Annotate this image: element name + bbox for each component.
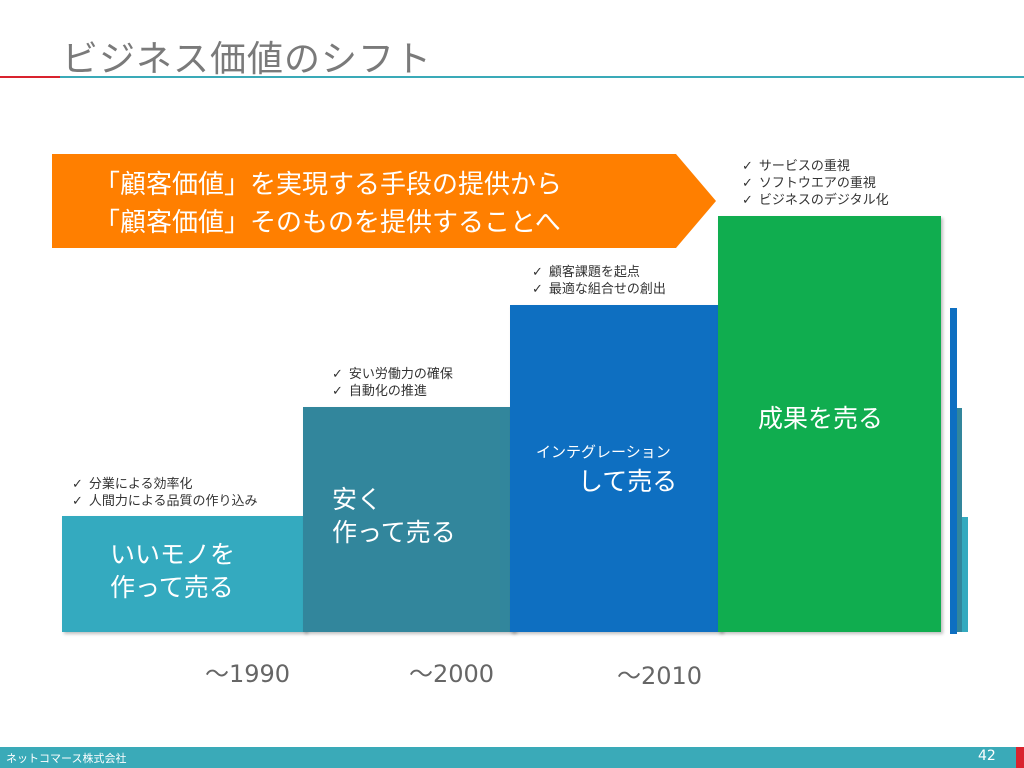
stage-2-note-1: 安い労働力の確保 bbox=[332, 366, 453, 383]
stage-1-note-1: 分業による効率化 bbox=[72, 476, 258, 493]
footer-bar bbox=[0, 747, 1024, 768]
stage-4-block bbox=[718, 216, 941, 632]
stage-2-depth-edge bbox=[957, 408, 962, 632]
era-label-2000: ～2000 bbox=[409, 660, 495, 688]
stage-3-note-1: 顧客課題を起点 bbox=[532, 264, 666, 281]
stage-2-label: 安く 作って売る bbox=[332, 483, 456, 549]
stage-4-note-1: サービスの重視 bbox=[742, 158, 889, 175]
stage-3-label-small: インテグレーション bbox=[536, 443, 671, 461]
stage-3-depth-edge bbox=[950, 308, 957, 634]
era-label-1990: ～1990 bbox=[205, 660, 291, 688]
page-title: ビジネス価値のシフト bbox=[62, 39, 433, 80]
stage-2-label-line-1: 安く bbox=[332, 485, 383, 514]
stage-1-label-line-2: 作って売る bbox=[110, 573, 234, 602]
stage-4-label: 成果を売る bbox=[758, 404, 884, 433]
stage-4-note-3: ビジネスのデジタル化 bbox=[742, 192, 889, 209]
banner-line-1: 「顧客価値」を実現する手段の提供から bbox=[94, 170, 563, 200]
stage-1-label-line-1: いいモノを bbox=[110, 540, 236, 569]
stage-1-note-2: 人間力による品質の作り込み bbox=[72, 493, 258, 510]
footer-accent bbox=[1016, 747, 1024, 768]
stage-3-label-large: して売る bbox=[578, 467, 678, 496]
footer-company-name: ネットコマース株式会社 bbox=[6, 752, 127, 765]
stage-1-notes: 分業による効率化 人間力による品質の作り込み bbox=[72, 476, 258, 510]
value-shift-arrow-banner bbox=[52, 154, 716, 248]
stage-1-block bbox=[62, 516, 306, 632]
stage-3-notes: 顧客課題を起点 最適な組合せの創出 bbox=[532, 264, 666, 298]
title-rule bbox=[60, 76, 1024, 78]
stage-2-note-2: 自動化の推進 bbox=[332, 383, 453, 400]
stage-3-note-2: 最適な組合せの創出 bbox=[532, 281, 666, 298]
page-number: 42 bbox=[978, 748, 996, 764]
era-label-2010: ～2010 bbox=[617, 662, 703, 690]
stage-2-label-line-2: 作って売る bbox=[332, 518, 456, 547]
banner-line-2: 「顧客価値」そのものを提供することへ bbox=[94, 208, 561, 238]
stage-4-note-2: ソフトウエアの重視 bbox=[742, 175, 889, 192]
stage-1-depth-edge bbox=[962, 517, 968, 632]
stage-2-block bbox=[303, 407, 515, 632]
stage-1-label: いいモノを 作って売る bbox=[110, 538, 235, 604]
stage-3-block bbox=[510, 305, 722, 632]
title-rule-accent bbox=[0, 76, 60, 78]
arrow-shape bbox=[52, 154, 716, 248]
stage-2-notes: 安い労働力の確保 自動化の推進 bbox=[332, 366, 453, 400]
stage-4-notes: サービスの重視 ソフトウエアの重視 ビジネスのデジタル化 bbox=[742, 158, 889, 209]
